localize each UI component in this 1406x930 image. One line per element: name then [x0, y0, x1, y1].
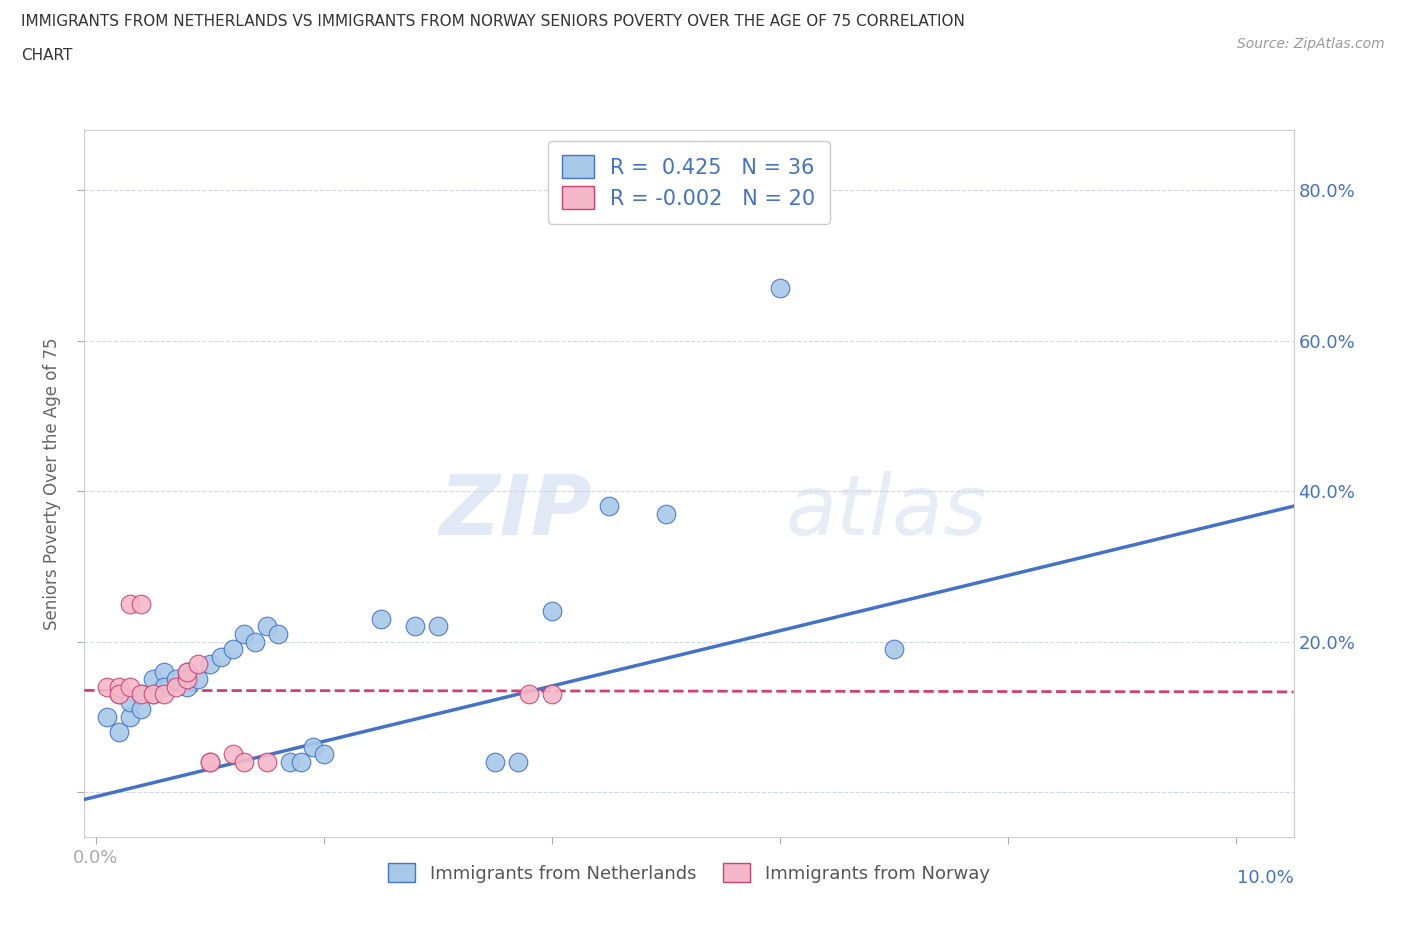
Point [176, 679, 198, 694]
Point [256, 754, 278, 769]
Point [176, 671, 198, 686]
Point [107, 724, 129, 739]
Point [370, 612, 392, 627]
Point [233, 627, 256, 642]
Point [118, 710, 141, 724]
Point [153, 686, 176, 701]
Point [107, 686, 129, 701]
Point [209, 649, 232, 664]
Point [198, 754, 221, 769]
Point [165, 671, 187, 686]
Point [153, 664, 176, 679]
Point [142, 671, 165, 686]
Point [541, 604, 564, 618]
Point [221, 747, 243, 762]
Point [290, 754, 312, 769]
Point [107, 679, 129, 694]
Point [118, 596, 141, 611]
Point [541, 686, 564, 701]
Point [427, 619, 450, 634]
Point [131, 686, 153, 701]
Point [598, 498, 620, 513]
Point [96, 679, 118, 694]
Y-axis label: Seniors Poverty Over the Age of 75: Seniors Poverty Over the Age of 75 [44, 338, 62, 630]
Point [769, 281, 792, 296]
Point [198, 657, 221, 671]
Point [153, 679, 176, 694]
Text: ZIP: ZIP [440, 472, 592, 552]
Point [404, 619, 426, 634]
Point [131, 596, 153, 611]
Text: IMMIGRANTS FROM NETHERLANDS VS IMMIGRANTS FROM NORWAY SENIORS POVERTY OVER THE A: IMMIGRANTS FROM NETHERLANDS VS IMMIGRANT… [21, 14, 965, 29]
Point [142, 686, 165, 701]
Point [233, 754, 256, 769]
Point [484, 754, 506, 769]
Text: atlas: atlas [786, 472, 987, 552]
Point [278, 754, 301, 769]
Point [517, 686, 540, 701]
Text: Source: ZipAtlas.com: Source: ZipAtlas.com [1237, 37, 1385, 51]
Point [187, 671, 209, 686]
Point [131, 686, 153, 701]
Point [198, 754, 221, 769]
Point [221, 642, 243, 657]
Text: 10.0%: 10.0% [1237, 869, 1294, 887]
Legend: Immigrants from Netherlands, Immigrants from Norway: Immigrants from Netherlands, Immigrants … [380, 854, 998, 892]
Point [118, 694, 141, 709]
Point [312, 747, 335, 762]
Point [267, 627, 290, 642]
Point [187, 657, 209, 671]
Point [506, 754, 529, 769]
Point [165, 679, 187, 694]
Point [176, 664, 198, 679]
Point [118, 679, 141, 694]
Point [176, 664, 198, 679]
Point [245, 634, 267, 649]
Point [96, 710, 118, 724]
Point [142, 686, 165, 701]
Text: CHART: CHART [21, 48, 73, 63]
Point [883, 642, 905, 657]
Point [301, 739, 323, 754]
Point [256, 619, 278, 634]
Point [131, 702, 153, 717]
Point [107, 686, 129, 701]
Point [655, 506, 678, 521]
